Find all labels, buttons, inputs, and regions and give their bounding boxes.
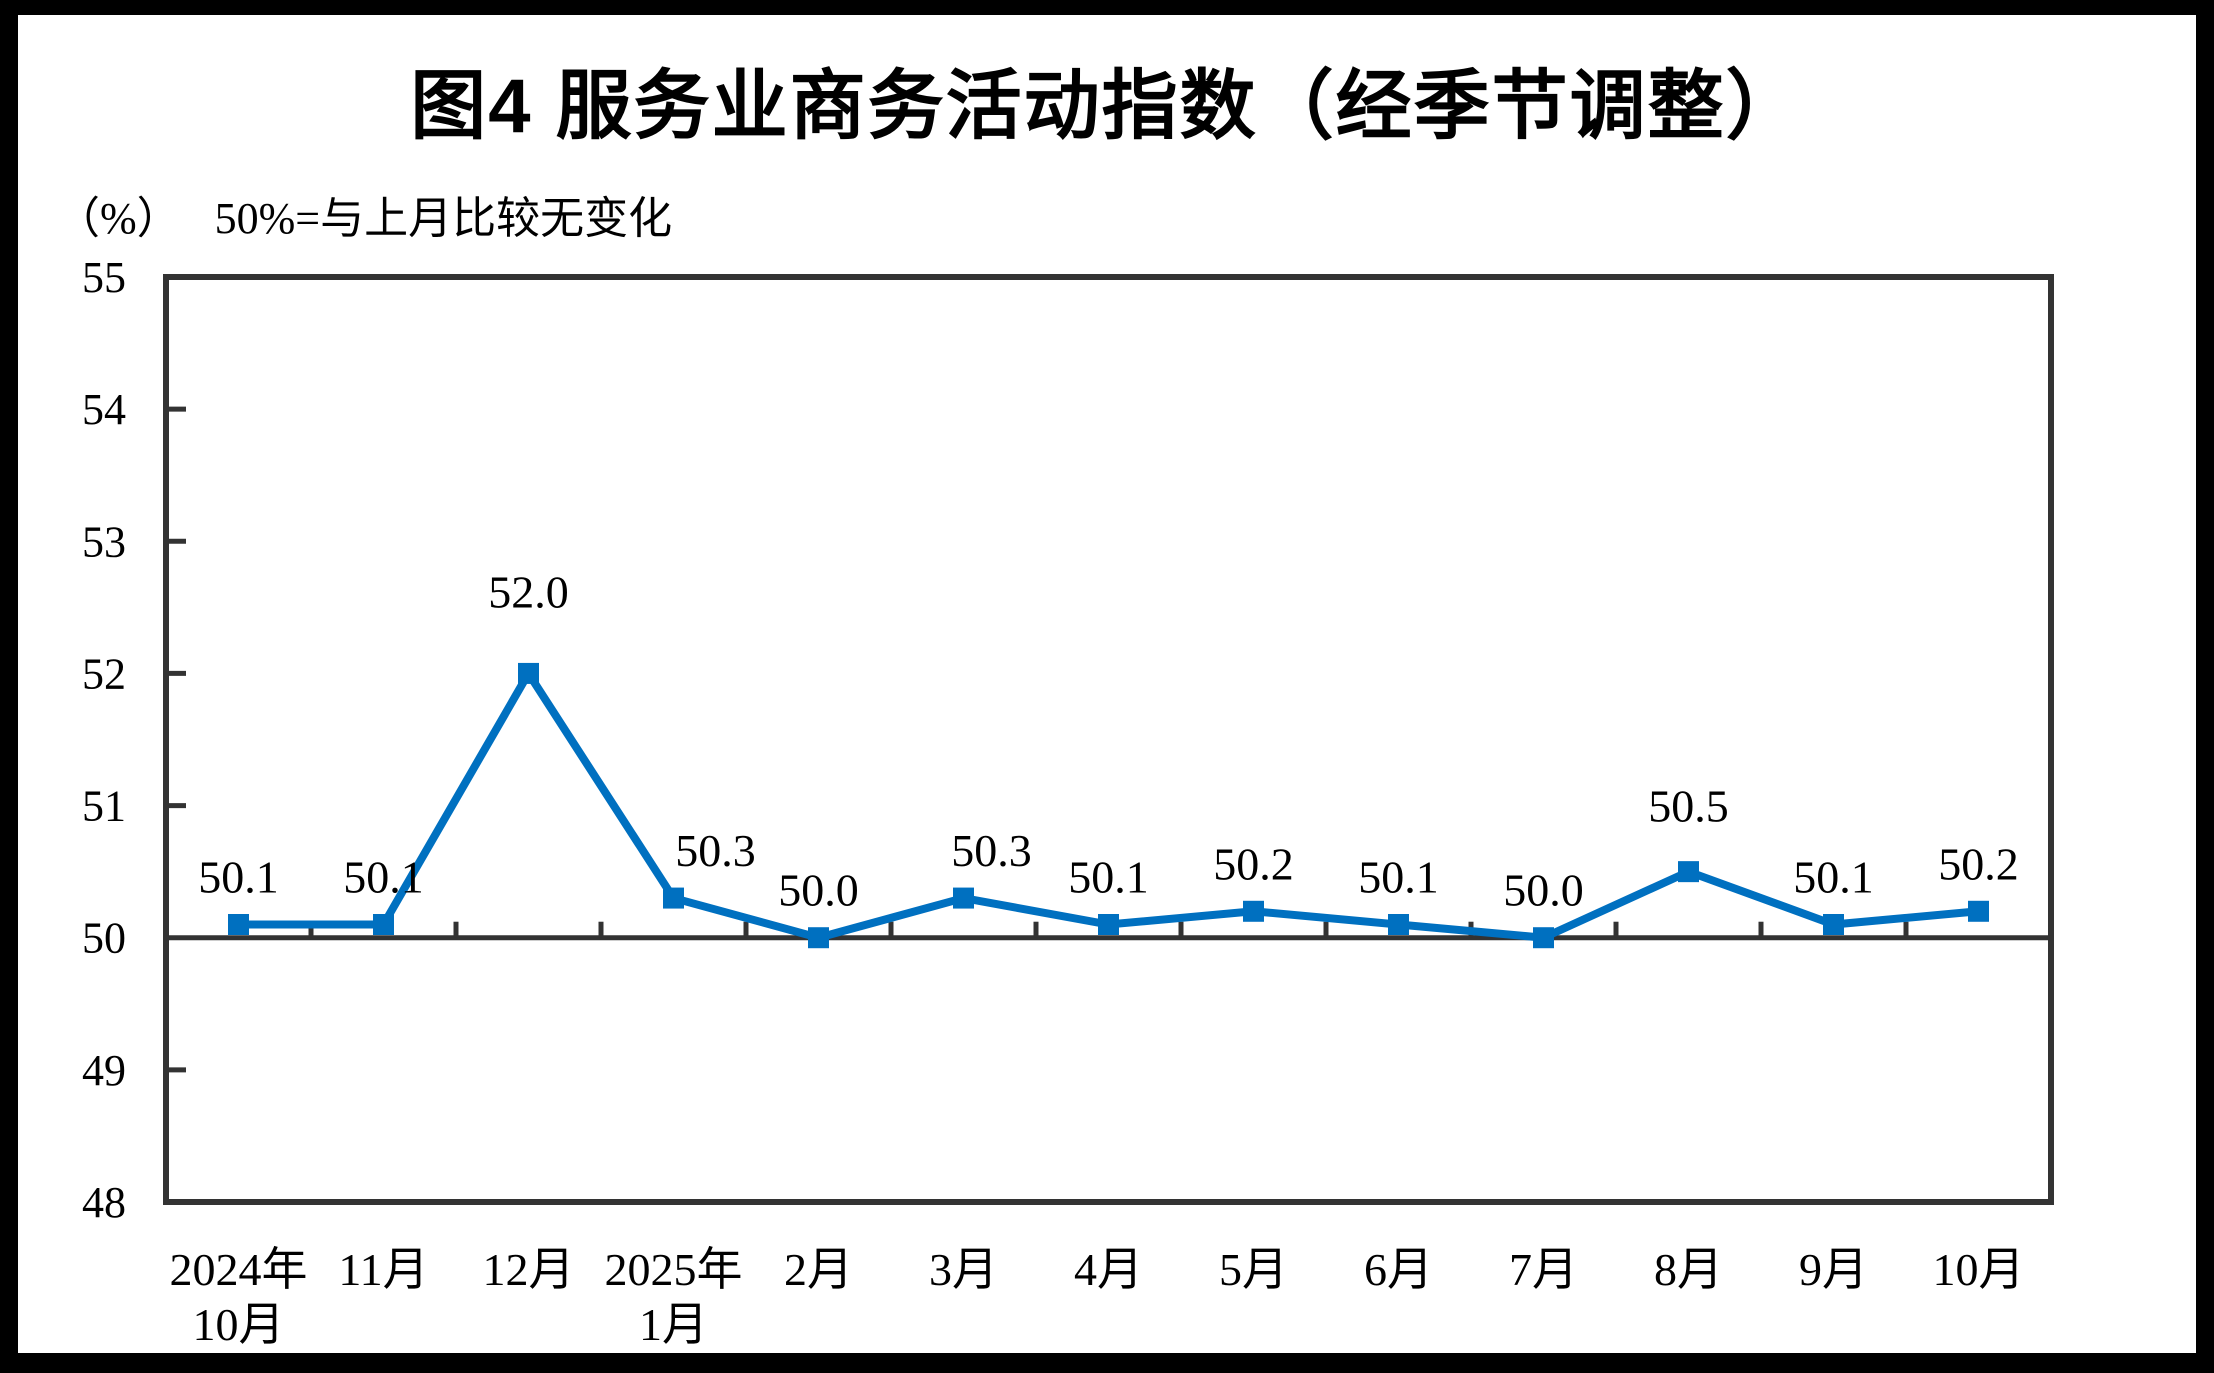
chart-subtitle: 50%=与上月比较无变化 bbox=[214, 194, 673, 243]
x-axis-category-label: 3月 bbox=[929, 1244, 998, 1295]
y-axis-tick-label: 51 bbox=[82, 782, 126, 831]
x-axis-category-label: 2025年 1月 bbox=[605, 1244, 743, 1350]
data-value-label: 50.5 bbox=[1648, 781, 1729, 832]
x-axis-category-label: 9月 bbox=[1799, 1244, 1868, 1295]
data-point-marker bbox=[1098, 914, 1119, 935]
y-axis-tick-label: 53 bbox=[82, 517, 126, 566]
y-axis-tick-label: 48 bbox=[82, 1178, 126, 1227]
x-axis-category-label: 5月 bbox=[1219, 1244, 1288, 1295]
x-axis-category-label: 10月 bbox=[1933, 1244, 2025, 1295]
data-value-label: 50.1 bbox=[198, 852, 279, 903]
data-point-marker bbox=[1678, 861, 1699, 883]
data-point-marker bbox=[1388, 914, 1409, 935]
subtitle-row: （%） 50%=与上月比较无变化 bbox=[56, 182, 672, 246]
data-value-label: 50.3 bbox=[675, 825, 756, 876]
data-value-label: 50.2 bbox=[1938, 838, 2019, 889]
x-axis-category-label: 2024年 10月 bbox=[170, 1244, 308, 1350]
data-point-marker bbox=[1243, 900, 1264, 922]
x-axis-category-label: 12月 bbox=[483, 1244, 575, 1295]
x-axis-category-label: 2月 bbox=[784, 1244, 853, 1295]
data-point-marker bbox=[663, 887, 684, 909]
data-point-marker bbox=[1823, 914, 1844, 935]
chart-title: 图4 服务业商务活动指数（经季节调整） bbox=[410, 64, 1804, 149]
x-axis-category-label: 4月 bbox=[1074, 1244, 1143, 1295]
y-axis-unit-label: （%） bbox=[56, 194, 181, 243]
x-axis-category-label: 8月 bbox=[1654, 1244, 1723, 1295]
data-point-marker bbox=[1968, 900, 1989, 922]
data-value-label: 50.2 bbox=[1213, 838, 1294, 889]
y-axis-tick-label: 54 bbox=[82, 385, 126, 434]
data-value-label: 50.1 bbox=[1358, 852, 1439, 903]
data-value-label: 50.0 bbox=[1503, 865, 1584, 916]
x-axis-category-label: 11月 bbox=[338, 1244, 428, 1295]
data-point-marker bbox=[373, 914, 394, 935]
data-value-label: 52.0 bbox=[488, 566, 569, 617]
x-axis-category-label: 6月 bbox=[1364, 1244, 1433, 1295]
x-axis-category-label: 7月 bbox=[1509, 1244, 1578, 1295]
data-value-label: 50.1 bbox=[1068, 852, 1149, 903]
data-value-label: 50.0 bbox=[778, 865, 859, 916]
data-point-marker bbox=[518, 662, 539, 684]
plot-frame bbox=[163, 274, 2054, 1205]
y-axis-tick-label: 50 bbox=[82, 914, 126, 963]
data-value-label: 50.1 bbox=[343, 852, 424, 903]
y-axis-tick-label: 55 bbox=[82, 253, 126, 302]
y-axis-tick-label: 52 bbox=[82, 649, 126, 698]
data-point-marker bbox=[228, 914, 249, 935]
y-axis-tick-label: 49 bbox=[82, 1046, 126, 1095]
data-point-marker bbox=[808, 927, 829, 949]
data-value-label: 50.1 bbox=[1793, 852, 1874, 903]
data-point-marker bbox=[953, 887, 974, 909]
data-value-label: 50.3 bbox=[951, 825, 1032, 876]
data-point-marker bbox=[1533, 927, 1554, 949]
